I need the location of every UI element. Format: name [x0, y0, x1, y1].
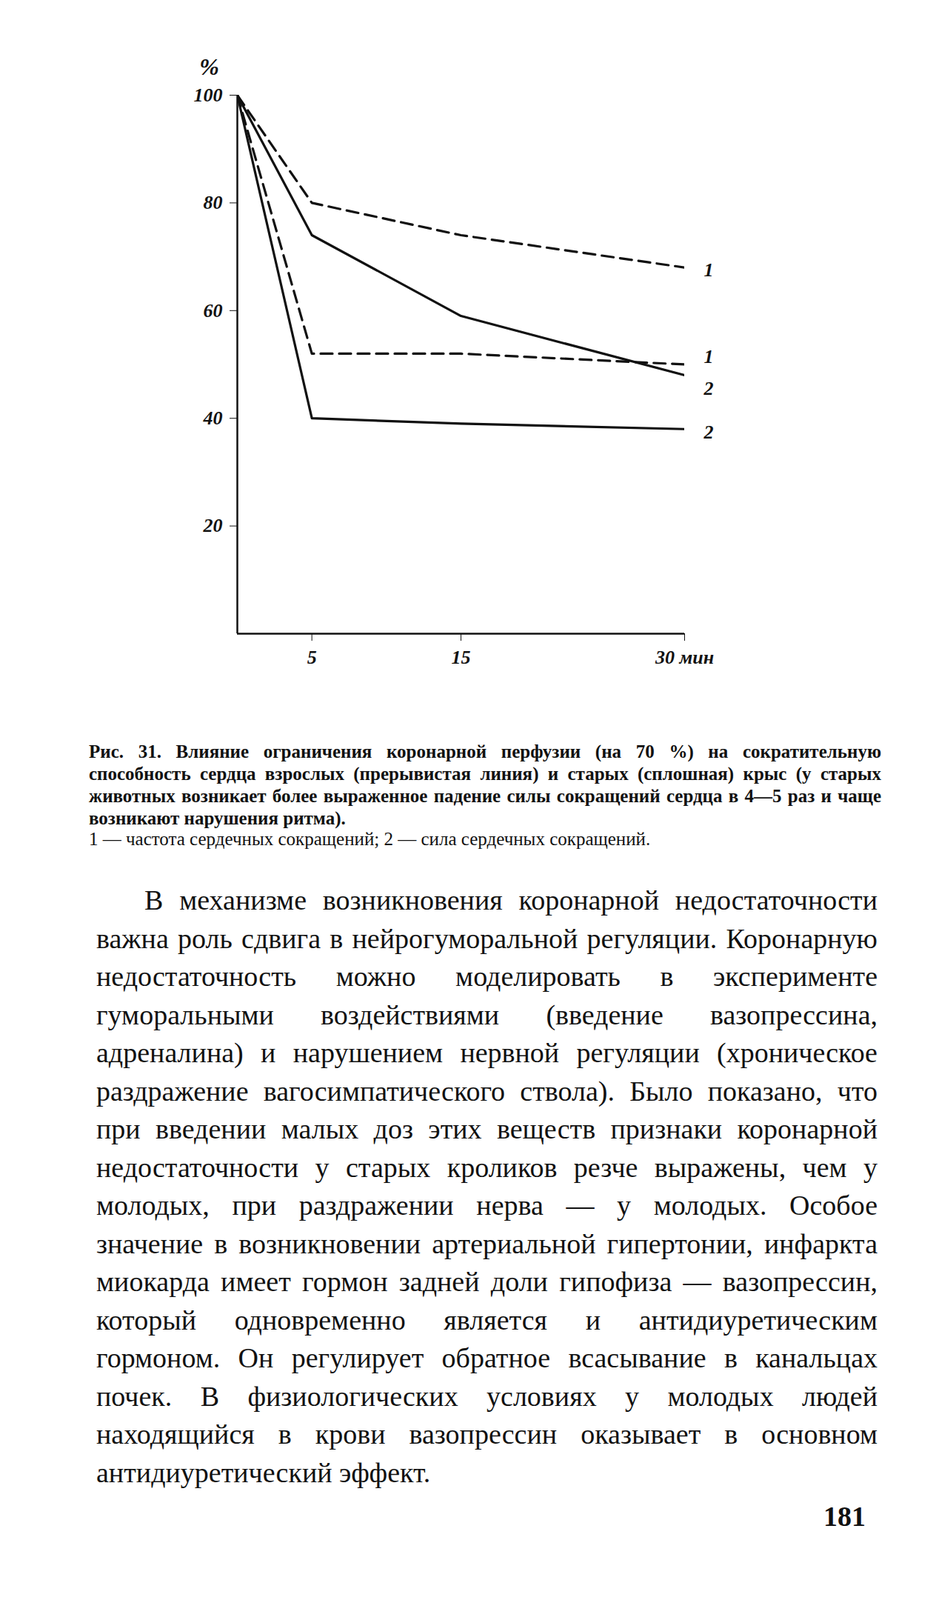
svg-text:40: 40	[202, 407, 223, 429]
html-text:В механизме возникновения коро: В механизме возникновения коронарной нед…	[96, 884, 878, 1488]
svg-text:100: 100	[194, 84, 223, 106]
html-text:181: 181	[823, 1500, 866, 1532]
svg-text:1: 1	[704, 259, 714, 281]
svg-text:30 мин: 30 мин	[654, 646, 714, 668]
svg-text:2: 2	[703, 377, 714, 400]
svg-text:1: 1	[704, 345, 714, 368]
html-text:1 — частота сердечных сокращен: 1 — частота сердечных сокращений; 2 — си…	[88, 828, 651, 849]
html-text:Рис. 31. Влияние ограничения к: Рис. 31. Влияние ограничения коронарной …	[88, 741, 882, 828]
svg-text:15: 15	[451, 646, 471, 668]
svg-text:%: %	[199, 53, 220, 80]
svg-text:5: 5	[307, 646, 317, 668]
svg-text:80: 80	[203, 191, 223, 214]
svg-text:20: 20	[202, 514, 223, 537]
svg-text:2: 2	[703, 421, 714, 443]
svg-text:60: 60	[203, 299, 223, 322]
